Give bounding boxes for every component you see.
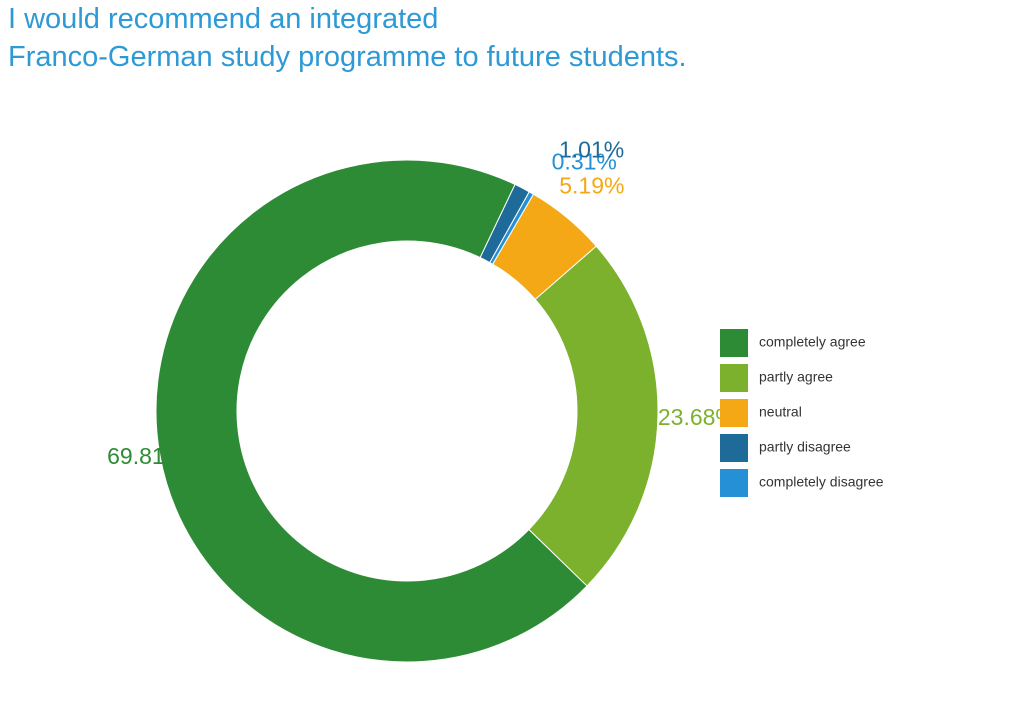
donut-slices [155, 159, 659, 663]
legend-swatch-partly-disagree [720, 434, 748, 462]
legend-label-neutral: neutral [759, 404, 802, 420]
slice-label-partly-disagree: 1.01% [559, 137, 624, 163]
legend: completely agree partly agree neutral partl… [720, 329, 884, 497]
chart-title-line-1: I would recommend an integrated [8, 3, 439, 35]
legend-entry-completely-disagree: completely disagree [720, 469, 884, 497]
legend-label-partly-disagree: partly disagree [759, 439, 851, 455]
legend-label-completely-disagree: completely disagree [759, 474, 884, 490]
legend-entry-neutral: neutral [720, 399, 802, 427]
chart-title-line-2: Franco-German study programme to future … [8, 41, 687, 73]
slice-label-neutral: 5.19% [559, 173, 624, 199]
legend-entry-completely-agree: completely agree [720, 329, 866, 357]
chart-title: I would recommend an integrated Franco-G… [8, 0, 687, 76]
slice-completely-agree [155, 159, 588, 663]
slice-label-completely-agree: 69.81% [107, 443, 185, 469]
legend-entry-partly-disagree: partly disagree [720, 434, 851, 462]
slice-partly-agree [528, 245, 659, 587]
legend-swatch-partly-agree [720, 364, 748, 392]
slice-labels: 69.81%23.68%5.19%0.31%1.01% [107, 137, 736, 469]
legend-label-partly-agree: partly agree [759, 369, 833, 385]
legend-swatch-neutral [720, 399, 748, 427]
slice-partly-disagree [479, 183, 530, 264]
slice-label-completely-disagree: 0.31% [552, 148, 617, 174]
legend-swatch-completely-disagree [720, 469, 748, 497]
legend-label-completely-agree: completely agree [759, 334, 866, 350]
legend-entry-partly-agree: partly agree [720, 364, 833, 392]
legend-swatch-completely-agree [720, 329, 748, 357]
